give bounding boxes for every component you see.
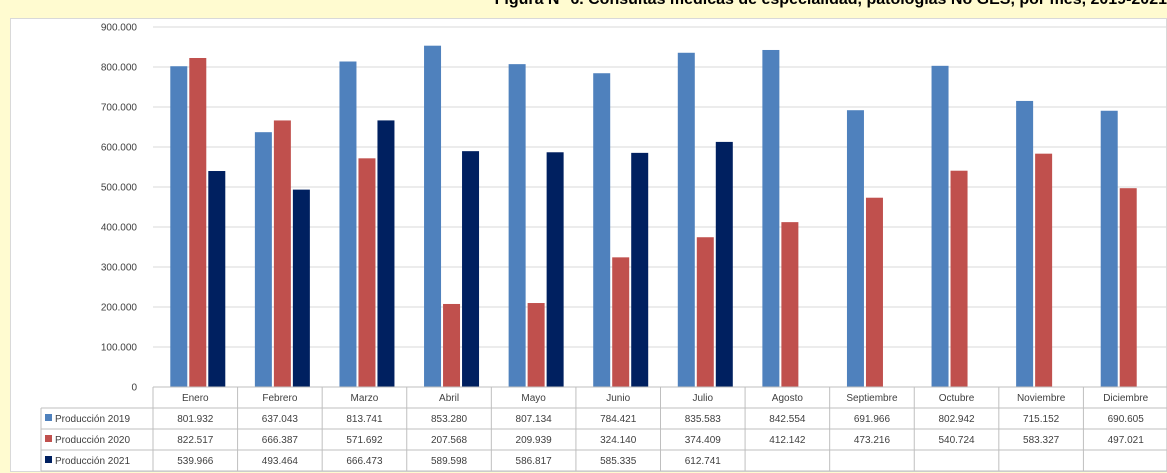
bar [762, 49, 780, 388]
y-tick-label: 800.000 [101, 63, 138, 74]
category-label: Agosto [772, 393, 804, 404]
data-label: 324.140 [600, 435, 637, 446]
bar [508, 64, 526, 388]
bar [273, 120, 291, 388]
bar [1119, 188, 1137, 387]
y-tick-label: 400.000 [101, 223, 138, 234]
bar [170, 66, 188, 387]
bar [358, 158, 376, 387]
category-label: Septiembre [846, 393, 898, 404]
data-label: 801.932 [177, 414, 214, 425]
y-tick-label: 600.000 [101, 143, 138, 154]
data-label: 822.517 [177, 435, 214, 446]
bar [677, 52, 695, 388]
bar [189, 57, 207, 388]
y-tick-label: 300.000 [101, 263, 138, 274]
category-label: Noviembre [1017, 393, 1066, 404]
category-label: Octubre [939, 393, 975, 404]
bar [865, 197, 883, 387]
category-label: Marzo [351, 393, 379, 404]
y-tick-label: 900.000 [101, 23, 138, 34]
legend-swatch [45, 414, 52, 421]
category-label: Febrero [262, 393, 297, 404]
data-label: 784.421 [600, 414, 637, 425]
category-label: Mayo [521, 393, 546, 404]
data-label: 412.142 [769, 435, 806, 446]
bar [931, 65, 949, 388]
category-label: Abril [439, 393, 459, 404]
y-tick-label: 200.000 [101, 303, 138, 314]
data-label: 813.741 [346, 414, 383, 425]
bar [254, 132, 272, 387]
data-label: 209.939 [516, 435, 553, 446]
data-label: 473.216 [854, 435, 891, 446]
y-tick-label: 500.000 [101, 183, 138, 194]
data-label: 637.043 [262, 414, 299, 425]
data-label: 690.605 [1108, 414, 1145, 425]
bar [593, 73, 611, 387]
chart-area: 0 100.000 200.000 300.000 400.000 500.000 600.… [10, 18, 1167, 472]
data-label: 666.473 [346, 456, 383, 467]
data-label: 497.021 [1108, 435, 1145, 446]
data-label: 589.598 [431, 456, 468, 467]
legend-label: Producción 2019 [55, 414, 130, 425]
legend-label: Producción 2020 [55, 435, 130, 446]
bar [846, 110, 864, 388]
data-label: 853.280 [431, 414, 468, 425]
bar [696, 237, 714, 387]
y-tick-label: 0 [131, 383, 137, 394]
data-label: 571.692 [346, 435, 383, 446]
category-label: Julio [693, 393, 714, 404]
data-label: 207.568 [431, 435, 468, 446]
legend-swatch [45, 456, 52, 463]
data-label: 586.817 [516, 456, 553, 467]
bar [631, 152, 649, 387]
y-tick-label: 700.000 [101, 103, 138, 114]
bar [1100, 110, 1118, 388]
data-label: 540.724 [938, 435, 975, 446]
bar [462, 151, 480, 387]
category-label: Enero [182, 393, 209, 404]
legend-label: Producción 2021 [55, 456, 130, 467]
bar-chart: 0 100.000 200.000 300.000 400.000 500.000 600.… [40, 23, 1167, 472]
bar [527, 303, 545, 387]
bar [1035, 153, 1053, 387]
legend-swatch [45, 435, 52, 442]
bar [1016, 100, 1034, 387]
category-label: Junio [606, 393, 630, 404]
data-label: 493.464 [262, 456, 299, 467]
y-tick-label: 100.000 [101, 343, 138, 354]
data-label: 374.409 [685, 435, 722, 446]
bar [377, 120, 395, 387]
data-label: 835.583 [685, 414, 722, 425]
data-label: 842.554 [769, 414, 806, 425]
data-label: 585.335 [600, 456, 637, 467]
data-label: 539.966 [177, 456, 214, 467]
bar [339, 61, 357, 387]
data-label: 612.741 [685, 456, 722, 467]
chart-title: Figura N° 6. Consultas médicas de especi… [0, 0, 1167, 18]
bar [443, 303, 461, 387]
data-label: 666.387 [262, 435, 299, 446]
bar [612, 257, 630, 387]
data-label: 807.134 [516, 414, 553, 425]
data-label: 802.942 [938, 414, 975, 425]
bar [292, 189, 310, 387]
bar [208, 171, 226, 387]
bar [546, 152, 564, 387]
data-label: 715.152 [1023, 414, 1060, 425]
data-label: 583.327 [1023, 435, 1060, 446]
data-label: 691.966 [854, 414, 891, 425]
bar [950, 170, 968, 387]
category-label: Diciembre [1103, 393, 1148, 404]
bar [781, 222, 799, 387]
bar [715, 141, 733, 387]
bar [424, 45, 442, 388]
